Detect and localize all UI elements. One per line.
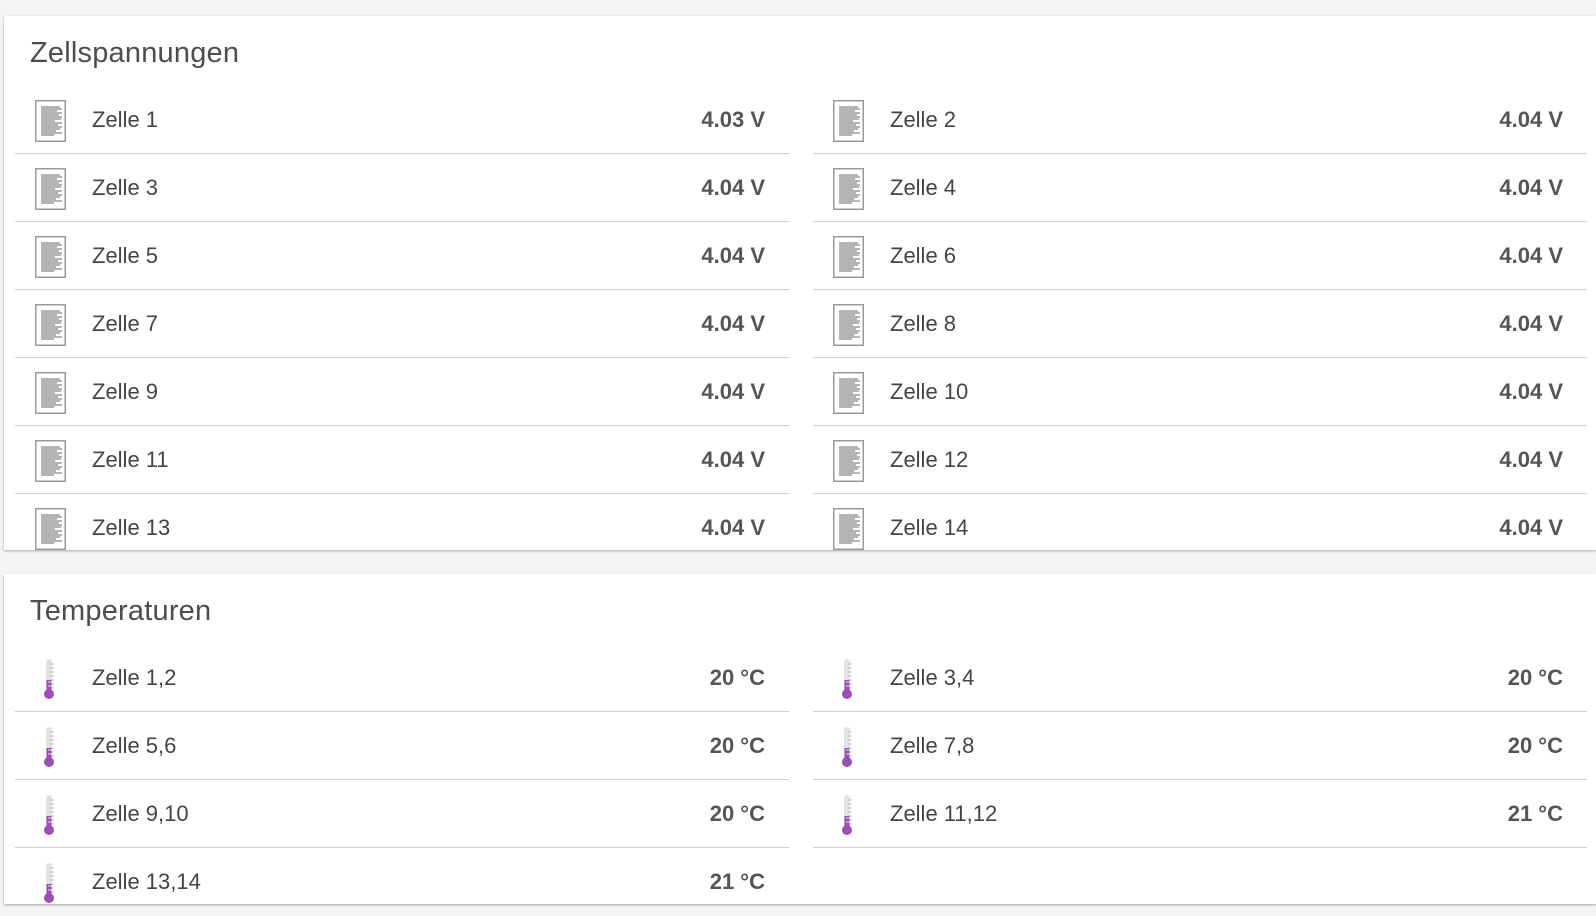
- cell-voltage-label: Zelle 1: [92, 107, 159, 132]
- cell-voltage-row[interactable]: Zelle 5 4.04 V: [15, 222, 789, 290]
- thermometer-icon: [35, 862, 66, 904]
- document-text-icon: [35, 440, 66, 482]
- document-text-icon: [35, 100, 66, 142]
- cell-voltage-value: 4.04 V: [701, 447, 765, 472]
- cell-voltage-value: 4.04 V: [701, 379, 765, 404]
- temperature-row[interactable]: Zelle 11,12 21 °C: [813, 780, 1587, 848]
- cell-voltage-label: Zelle 9: [92, 379, 159, 404]
- document-text-icon: [35, 236, 66, 278]
- cell-voltage-value: 4.04 V: [1499, 175, 1563, 200]
- cell-voltage-label: Zelle 11: [92, 447, 169, 472]
- document-text-icon: [35, 372, 66, 414]
- cell-voltage-label: Zelle 5: [92, 243, 159, 268]
- temperature-value: 20 °C: [709, 665, 765, 690]
- document-text-icon: [833, 100, 864, 142]
- thermometer-icon: [35, 726, 66, 768]
- temperature-label: Zelle 13,14: [92, 869, 201, 894]
- cell-voltage-row[interactable]: Zelle 4 4.04 V: [813, 154, 1587, 222]
- document-text-icon: [833, 372, 864, 414]
- cell-voltage-value: 4.03 V: [701, 107, 765, 132]
- cell-voltage-value: 4.04 V: [1499, 515, 1563, 540]
- cell-voltage-row[interactable]: Zelle 8 4.04 V: [813, 290, 1587, 358]
- thermometer-icon: [833, 726, 864, 768]
- cell-voltage-row[interactable]: Zelle 12 4.04 V: [813, 426, 1587, 494]
- document-text-icon: [35, 508, 66, 550]
- document-text-icon: [833, 168, 864, 210]
- document-text-icon: [833, 508, 864, 550]
- thermometer-icon: [833, 794, 864, 836]
- temperatures-card: Temperaturen Zelle 1,2 20 °C Zelle 3,4 20 °…: [4, 574, 1596, 904]
- document-text-icon: [35, 168, 66, 210]
- document-text-icon: [833, 440, 864, 482]
- thermometer-icon: [35, 794, 66, 836]
- cell-voltage-value: 4.04 V: [701, 311, 765, 336]
- cell-voltage-row[interactable]: Zelle 11 4.04 V: [15, 426, 789, 494]
- cell-voltage-row[interactable]: Zelle 3 4.04 V: [15, 154, 789, 222]
- cell-voltage-value: 4.04 V: [1499, 243, 1563, 268]
- cell-voltage-row[interactable]: Zelle 7 4.04 V: [15, 290, 789, 358]
- cell-voltage-value: 4.04 V: [1499, 311, 1563, 336]
- cell-voltage-label: Zelle 7: [92, 311, 159, 336]
- cell-voltage-label: Zelle 12: [890, 447, 969, 472]
- cell-voltage-row[interactable]: Zelle 6 4.04 V: [813, 222, 1587, 290]
- temperature-value: 21 °C: [709, 869, 765, 894]
- cell-voltages-card: Zellspannungen Zelle 1 4.03 V Zelle 2 4.04 …: [4, 16, 1596, 550]
- temperatures-title: Temperaturen: [30, 595, 212, 627]
- document-text-icon: [833, 236, 864, 278]
- cell-voltage-label: Zelle 4: [890, 175, 957, 200]
- cell-voltage-value: 4.04 V: [1499, 379, 1563, 404]
- cell-voltage-value: 4.04 V: [1499, 447, 1563, 472]
- cell-voltage-label: Zelle 2: [890, 107, 957, 132]
- cell-voltage-value: 4.04 V: [701, 515, 765, 540]
- temperature-value: 20 °C: [1507, 733, 1563, 758]
- cell-voltage-value: 4.04 V: [701, 175, 765, 200]
- cell-voltage-label: Zelle 3: [92, 175, 159, 200]
- temperature-value: 20 °C: [709, 733, 765, 758]
- temperature-label: Zelle 1,2: [92, 665, 177, 690]
- temperature-value: 20 °C: [1507, 665, 1563, 690]
- thermometer-icon: [833, 658, 864, 700]
- temperature-value: 21 °C: [1507, 801, 1563, 826]
- temperature-row[interactable]: Zelle 7,8 20 °C: [813, 712, 1587, 780]
- temperatures-list: Zelle 1,2 20 °C Zelle 3,4 20 °C Zelle 5,6 20 …: [15, 644, 1591, 916]
- temperature-label: Zelle 3,4: [890, 665, 975, 690]
- temperature-label: Zelle 7,8: [890, 733, 975, 758]
- cell-voltage-label: Zelle 8: [890, 311, 957, 336]
- cell-voltage-label: Zelle 10: [890, 379, 969, 404]
- temperature-row[interactable]: Zelle 5,6 20 °C: [15, 712, 789, 780]
- cell-voltage-label: Zelle 13: [92, 515, 171, 540]
- temperature-row[interactable]: Zelle 9,10 20 °C: [15, 780, 789, 848]
- cell-voltage-value: 4.04 V: [1499, 107, 1563, 132]
- cell-voltage-row[interactable]: Zelle 10 4.04 V: [813, 358, 1587, 426]
- cell-voltages-title: Zellspannungen: [30, 37, 240, 69]
- cell-voltage-row[interactable]: Zelle 1 4.03 V: [15, 86, 789, 154]
- temperature-row[interactable]: Zelle 13,14 21 °C: [15, 848, 789, 916]
- temperature-row[interactable]: Zelle 3,4 20 °C: [813, 644, 1587, 712]
- cell-voltage-row[interactable]: Zelle 14 4.04 V: [813, 494, 1587, 562]
- temperature-label: Zelle 11,12: [890, 801, 998, 826]
- temperature-row[interactable]: Zelle 1,2 20 °C: [15, 644, 789, 712]
- cell-voltage-value: 4.04 V: [701, 243, 765, 268]
- thermometer-icon: [35, 658, 66, 700]
- document-text-icon: [35, 304, 66, 346]
- temperature-value: 20 °C: [709, 801, 765, 826]
- cell-voltage-row[interactable]: Zelle 9 4.04 V: [15, 358, 789, 426]
- document-text-icon: [833, 304, 864, 346]
- cell-voltage-label: Zelle 14: [890, 515, 969, 540]
- temperature-label: Zelle 9,10: [92, 801, 189, 826]
- temperature-label: Zelle 5,6: [92, 733, 177, 758]
- cell-voltage-row[interactable]: Zelle 13 4.04 V: [15, 494, 789, 562]
- cell-voltage-label: Zelle 6: [890, 243, 957, 268]
- cell-voltage-row[interactable]: Zelle 2 4.04 V: [813, 86, 1587, 154]
